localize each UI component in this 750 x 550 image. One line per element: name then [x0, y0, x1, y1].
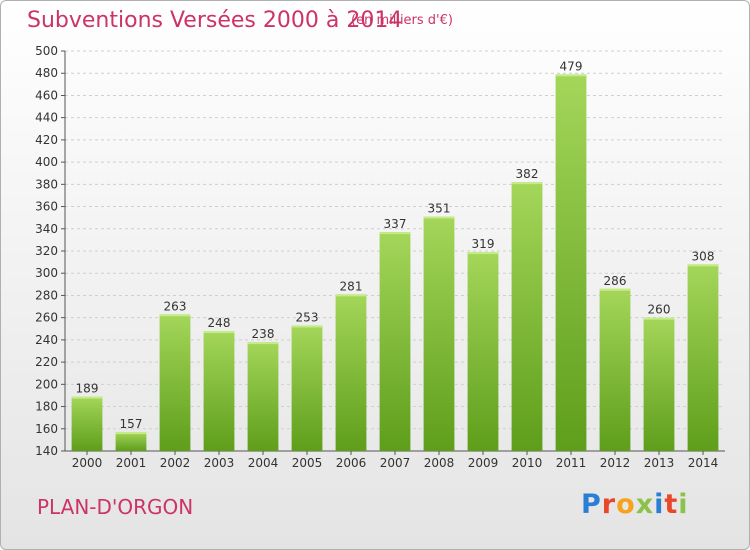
bar-2010 [511, 182, 543, 451]
y-tick-label: 280 [35, 288, 58, 302]
y-tick-label: 480 [35, 66, 58, 80]
y-tick-label: 400 [35, 155, 58, 169]
bar-top-highlight [687, 264, 719, 267]
x-tick-label: 2008 [424, 456, 455, 470]
y-tick-label: 160 [35, 422, 58, 436]
x-tick-label: 2006 [336, 456, 367, 470]
x-tick-label: 2001 [116, 456, 147, 470]
x-tick-label: 2002 [160, 456, 191, 470]
bar-2011 [555, 74, 587, 451]
bar-top-highlight [247, 342, 279, 345]
x-tick-label: 2007 [380, 456, 411, 470]
bar-value-label: 351 [428, 202, 451, 216]
x-tick-label: 2012 [600, 456, 631, 470]
bar-value-label: 157 [120, 417, 143, 431]
chart-title: Subventions Versées 2000 à 2014 [27, 8, 403, 33]
logo-letter: x [635, 489, 655, 520]
x-tick-label: 2011 [556, 456, 587, 470]
bar-2007 [379, 232, 411, 451]
bar-2013 [643, 317, 675, 451]
y-tick-label: 200 [35, 377, 58, 391]
bar-top-highlight [511, 182, 543, 185]
bar-2005 [291, 325, 323, 451]
bar-2009 [467, 252, 499, 451]
bar-value-label: 248 [208, 316, 231, 330]
labels: 140 160 180 200 220 240 260 280 300 320 340 360 380 4… [35, 44, 718, 470]
bar-top-highlight [159, 314, 191, 317]
y-tick-label: 460 [35, 88, 58, 102]
y-tick-label: 320 [35, 244, 58, 258]
bar-value-label: 263 [164, 299, 187, 313]
x-tick-label: 2005 [292, 456, 323, 470]
bar-value-label: 253 [296, 310, 319, 324]
x-tick-label: 2004 [248, 456, 279, 470]
y-tick-label: 180 [35, 400, 58, 414]
bar-value-label: 337 [384, 217, 407, 231]
bar-2006 [335, 294, 367, 451]
y-tick-label: 340 [35, 222, 58, 236]
bar-top-highlight [555, 74, 587, 77]
logo-letter: t [664, 489, 679, 520]
bar-top-highlight [423, 216, 455, 219]
y-tick-label: 420 [35, 133, 58, 147]
logo-letter: i [654, 489, 665, 520]
bar-2008 [423, 216, 455, 451]
bar-top-highlight [335, 294, 367, 297]
y-tick-label: 380 [35, 177, 58, 191]
bar-2001 [115, 432, 147, 451]
bar-top-highlight [115, 432, 147, 435]
y-tick-label: 140 [35, 444, 58, 458]
bar-2014 [687, 264, 719, 451]
logo-letter: r [601, 489, 617, 520]
x-tick-label: 2000 [72, 456, 103, 470]
bar-value-label: 281 [340, 279, 363, 293]
bar-2000 [71, 396, 103, 451]
y-tick-label: 500 [35, 44, 58, 58]
bar-2012 [599, 288, 631, 451]
bar-2002 [159, 314, 191, 451]
y-tick-label: 260 [35, 311, 58, 325]
bar-top-highlight [203, 331, 235, 333]
place-name: PLAN-D'ORGON [37, 495, 194, 519]
chart-unit: (en milliers d'€) [351, 13, 453, 28]
bar-2004 [247, 342, 279, 451]
bar-value-label: 382 [516, 167, 539, 181]
bar-value-label: 479 [560, 59, 583, 73]
bar-top-highlight [599, 288, 631, 291]
bar-value-label: 260 [648, 303, 671, 317]
bar-value-label: 189 [76, 382, 99, 396]
bar-top-highlight [291, 325, 323, 328]
bar-top-highlight [643, 317, 675, 320]
bar-value-label: 238 [252, 327, 275, 341]
x-tick-label: 2003 [204, 456, 235, 470]
bar-2003 [203, 331, 235, 451]
bar-top-highlight [71, 396, 103, 399]
x-tick-label: 2014 [688, 456, 719, 470]
bar-value-label: 286 [604, 274, 627, 288]
bar-top-highlight [467, 252, 499, 255]
bar-value-label: 319 [472, 237, 495, 251]
x-tick-label: 2013 [644, 456, 675, 470]
y-tick-label: 360 [35, 200, 58, 214]
bar-top-highlight [379, 232, 411, 235]
logo-letter: i [678, 489, 689, 520]
y-tick-label: 300 [35, 266, 58, 280]
logo-letter: P [581, 489, 602, 520]
x-tick-label: 2009 [468, 456, 499, 470]
y-tick-label: 240 [35, 333, 58, 347]
logo-letter: o [616, 489, 636, 520]
y-tick-label: 440 [35, 111, 58, 125]
bar-value-label: 308 [692, 249, 715, 263]
bars [71, 74, 719, 451]
proxiti-logo: Proxiti [581, 489, 689, 520]
y-tick-label: 220 [35, 355, 58, 369]
x-tick-label: 2010 [512, 456, 543, 470]
